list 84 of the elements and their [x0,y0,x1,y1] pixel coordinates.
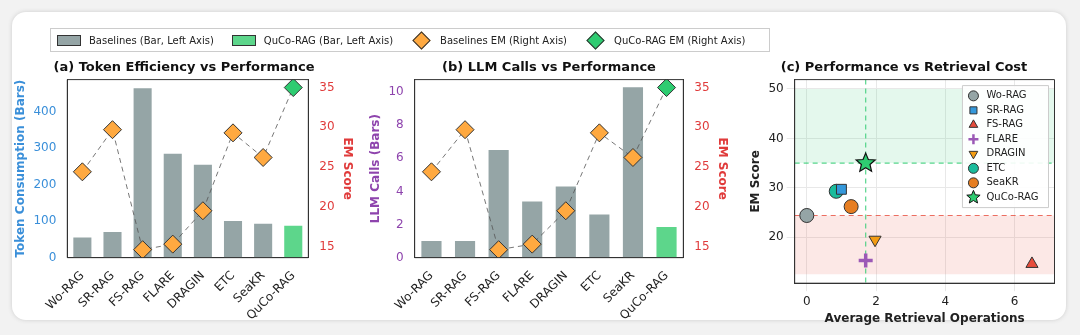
x-tick-label: 0 [802,293,811,308]
point [843,199,859,215]
legend-label: DRAGIN [986,147,1026,159]
point [589,123,609,143]
legend-label: Baselines (Bar, Left Axis) [89,34,214,46]
point [623,147,643,167]
y2-tick-label: 20 [694,198,710,213]
y-tick-label: 10 [388,84,404,99]
y2-axis-title: EM Score [340,137,355,200]
y2-axis-title: EM Score [715,137,730,200]
x-tick-label: 6 [1010,293,1019,308]
y-tick-label: 0 [396,249,404,264]
chart-title: (a) Token Efficiency vs Performance [53,59,315,75]
y-tick-label: 300 [33,140,57,155]
point [223,123,243,143]
legend-label: QuCo-RAG (Bar, Left Axis) [263,34,394,46]
chart-title: (c) Performance vs Retrieval Cost [780,59,1028,75]
bar [223,221,243,258]
y-axis-title: EM Score [748,150,763,213]
legend-label: QuCo-RAG EM (Right Axis) [614,34,746,46]
y-tick-label: 400 [33,103,57,118]
point [253,147,273,167]
y2-tick-label: 30 [319,119,335,134]
x-axis-title: Average Retrieval Operations [824,310,1025,325]
bar [254,223,273,258]
y2-tick-label: 35 [694,79,710,94]
x-tick-label: 4 [941,293,950,308]
bar [103,232,122,258]
point [72,162,92,182]
point [556,201,576,221]
point [856,251,875,270]
point [193,201,213,221]
bar [133,88,152,258]
point [283,79,303,98]
y-axis-title: LLM Calls (Bars) [368,114,383,224]
point [522,234,542,254]
y2-tick-label: 30 [694,119,710,134]
point [835,183,847,195]
y-tick-label: 100 [33,213,57,228]
legend-label: FLARE [986,132,1019,144]
legend-label: FS-RAG [986,118,1023,130]
point [489,240,509,258]
legend-label: ETC [986,161,1006,173]
y-tick-label: 200 [33,176,57,191]
y2-tick-label: 15 [694,238,710,253]
point [868,235,882,248]
point [657,79,677,98]
bar [656,227,677,258]
point [421,162,441,182]
x-tick-label: 2 [872,293,880,308]
bar [454,241,476,258]
legend-label: Wo-RAG [986,89,1027,101]
y2-tick-label: 25 [694,159,710,174]
bar [73,237,92,258]
point [455,120,475,140]
legend-label: Baselines EM (Right Axis) [440,34,568,46]
y-tick-label: 2 [396,216,404,231]
y-tick-label: 50 [768,81,784,96]
legend-label: SeaKR [986,176,1019,188]
y-tick-label: 4 [396,183,404,198]
bar [488,150,509,258]
y-tick-label: 0 [48,249,57,264]
bar [421,241,442,258]
y2-tick-label: 20 [319,198,335,213]
legend-label: SR-RAG [986,103,1024,115]
bar [284,225,303,258]
y-tick-label: 30 [768,179,784,194]
point [103,120,122,140]
y2-tick-label: 25 [319,159,335,174]
legend-label: QuCo-RAG [986,190,1039,202]
point [133,240,153,258]
point [855,152,876,172]
y2-tick-label: 15 [319,238,335,253]
y2-tick-label: 35 [319,79,335,94]
y-axis-title: Token Consumption (Bars) [13,79,28,258]
y-tick-label: 6 [396,150,404,165]
y-tick-label: 8 [396,117,404,132]
y-tick-label: 20 [768,229,784,244]
bar [622,87,644,258]
y-tick-label: 40 [768,130,784,145]
point [163,234,183,254]
bar [589,214,610,258]
chart-title: (b) LLM Calls vs Performance [442,59,657,75]
point [799,208,815,223]
